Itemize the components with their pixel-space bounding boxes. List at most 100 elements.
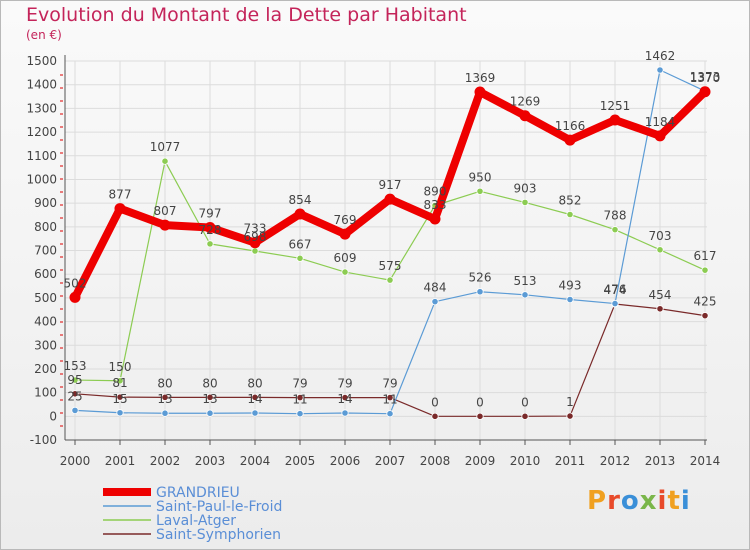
data-label: 153 <box>64 359 87 373</box>
data-point <box>521 291 529 299</box>
data-point <box>566 412 574 420</box>
grid <box>65 60 707 441</box>
data-point <box>339 228 351 240</box>
data-point <box>251 393 259 401</box>
data-label: 1369 <box>465 71 496 85</box>
data-point <box>566 295 574 304</box>
data-point <box>521 198 529 207</box>
data-label: 703 <box>649 229 672 243</box>
data-label: 80 <box>202 376 217 390</box>
data-label: 425 <box>694 295 717 309</box>
data-point <box>699 86 711 98</box>
data-label: 454 <box>649 288 672 302</box>
data-point <box>341 393 349 402</box>
data-point <box>161 393 169 401</box>
data-label: 79 <box>337 377 352 391</box>
data-point <box>609 114 621 126</box>
data-label: 609 <box>334 251 357 265</box>
data-label: 13 <box>202 392 217 406</box>
data-label: 15 <box>112 392 127 406</box>
data-point <box>296 254 304 262</box>
data-label: 13 <box>157 392 172 406</box>
y-tick-label: 1500 <box>26 54 57 68</box>
data-point <box>161 157 169 165</box>
data-label: 617 <box>694 249 717 263</box>
data-label: 788 <box>604 209 627 223</box>
data-point <box>431 298 439 306</box>
legend-label: Saint-Paul-le-Froid <box>156 499 282 515</box>
x-tick-label: 2011 <box>555 454 586 468</box>
data-labels: 502 877 807 797 733 854 769 917 833 1369 1269 1166 1… <box>64 49 721 409</box>
data-label: 1269 <box>510 95 541 109</box>
data-point <box>206 240 214 248</box>
data-label: 80 <box>247 376 262 390</box>
data-label: 79 <box>382 377 397 391</box>
data-point <box>431 412 439 420</box>
y-tick-label: 1000 <box>26 172 57 186</box>
data-point <box>204 222 216 234</box>
data-point <box>566 210 574 219</box>
y-tick-label: 1100 <box>26 149 57 163</box>
data-label: 95 <box>67 373 82 387</box>
data-point <box>161 409 169 417</box>
data-point <box>341 409 349 417</box>
data-point <box>656 246 664 254</box>
data-point <box>474 86 486 98</box>
data-label: 14 <box>337 392 352 406</box>
data-label: 833 <box>424 198 447 212</box>
data-point <box>341 268 349 276</box>
data-point <box>294 208 306 220</box>
data-point <box>476 288 484 296</box>
data-label: 950 <box>469 170 492 184</box>
y-tick-label: 700 <box>34 244 57 258</box>
data-label: 502 <box>64 276 87 290</box>
series-layer <box>69 66 711 420</box>
data-point <box>521 412 529 420</box>
data-point <box>71 376 79 384</box>
x-tick-label: 2010 <box>510 454 541 468</box>
data-point <box>429 213 441 225</box>
data-point <box>71 390 79 398</box>
brand-logo: Proxiti <box>587 486 691 516</box>
data-label: 474 <box>604 283 627 297</box>
data-label: 1 <box>566 395 574 409</box>
data-label: 1462 <box>645 49 676 63</box>
x-tick-label: 2014 <box>690 454 721 468</box>
data-point <box>611 226 619 234</box>
x-tick-label: 2002 <box>150 454 181 468</box>
data-point <box>476 412 484 420</box>
data-label: 769 <box>334 213 357 227</box>
data-label: 11 <box>292 393 307 407</box>
data-point <box>611 299 619 308</box>
x-tick-label: 2004 <box>240 454 271 468</box>
chart-title: Evolution du Montant de la Dette par Hab… <box>26 4 467 26</box>
data-point <box>701 312 709 320</box>
data-label: 917 <box>379 178 402 192</box>
data-label: 877 <box>109 188 132 202</box>
data-label: 797 <box>199 207 222 221</box>
x-tick-label: 2013 <box>645 454 676 468</box>
data-label: 903 <box>514 181 537 195</box>
data-point <box>251 247 259 255</box>
data-point <box>386 410 394 418</box>
x-tick-label: 2003 <box>195 454 226 468</box>
data-label: 484 <box>424 281 447 295</box>
data-label: 667 <box>289 237 312 251</box>
data-point <box>701 266 709 274</box>
y-tick-label: 800 <box>34 220 57 234</box>
data-point <box>564 134 576 146</box>
data-point <box>116 409 124 417</box>
data-point <box>206 409 214 417</box>
data-point <box>296 393 304 402</box>
data-point <box>114 203 126 215</box>
y-tick-label: -100 <box>30 433 57 447</box>
legend: GRANDRIEUSaint-Paul-le-FroidLaval-AtgerS… <box>103 485 282 543</box>
y-tick-label: 300 <box>34 338 57 352</box>
axes: -100010020030040050060070080090010001100… <box>26 54 720 468</box>
data-point <box>249 237 261 249</box>
y-tick-label: 1400 <box>26 78 57 92</box>
y-tick-label: 1200 <box>26 125 57 139</box>
data-point <box>71 406 79 414</box>
data-point <box>656 66 664 74</box>
